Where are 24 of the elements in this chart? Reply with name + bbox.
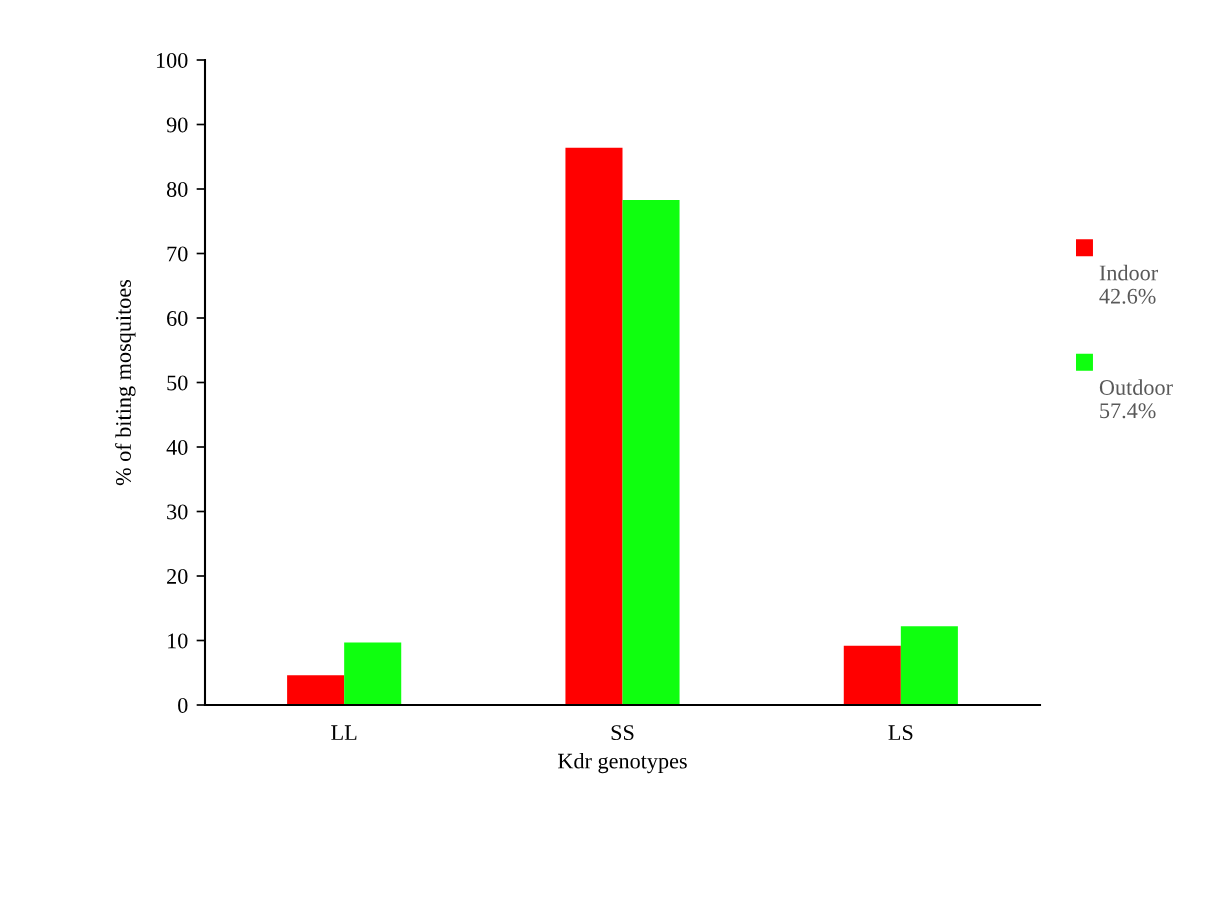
y-tick-label: 40: [166, 439, 188, 455]
y-tick-label: 70: [167, 246, 188, 262]
x-axis-title: Kdr genotypes: [558, 752, 687, 774]
y-tick-label: 80: [166, 181, 188, 197]
y-tick-label: 100: [156, 52, 188, 68]
y-axis-title: % of biting mosquitoes: [115, 279, 136, 486]
bar: [565, 147, 623, 705]
bar: [344, 642, 402, 705]
legend-label: Outdoor 57.4%: [1099, 379, 1173, 419]
y-tick-label: 30: [167, 504, 188, 520]
x-tick-label: LL: [331, 725, 357, 740]
legend-label: Indoor 42.6%: [1099, 264, 1158, 304]
bar: [900, 626, 958, 705]
y-tick-label: 50: [167, 375, 188, 391]
y-tick-label: 60: [167, 310, 188, 326]
bar: [843, 645, 901, 705]
bar: [622, 199, 680, 705]
y-tick-label: 90: [166, 117, 188, 133]
x-tick-label: LS: [888, 725, 913, 741]
x-tick-label: SS: [611, 725, 634, 741]
y-tick-label: 10: [168, 633, 188, 649]
y-tick-label: 20: [167, 568, 188, 584]
bar: [287, 675, 345, 705]
y-tick-label: 0: [178, 697, 188, 713]
